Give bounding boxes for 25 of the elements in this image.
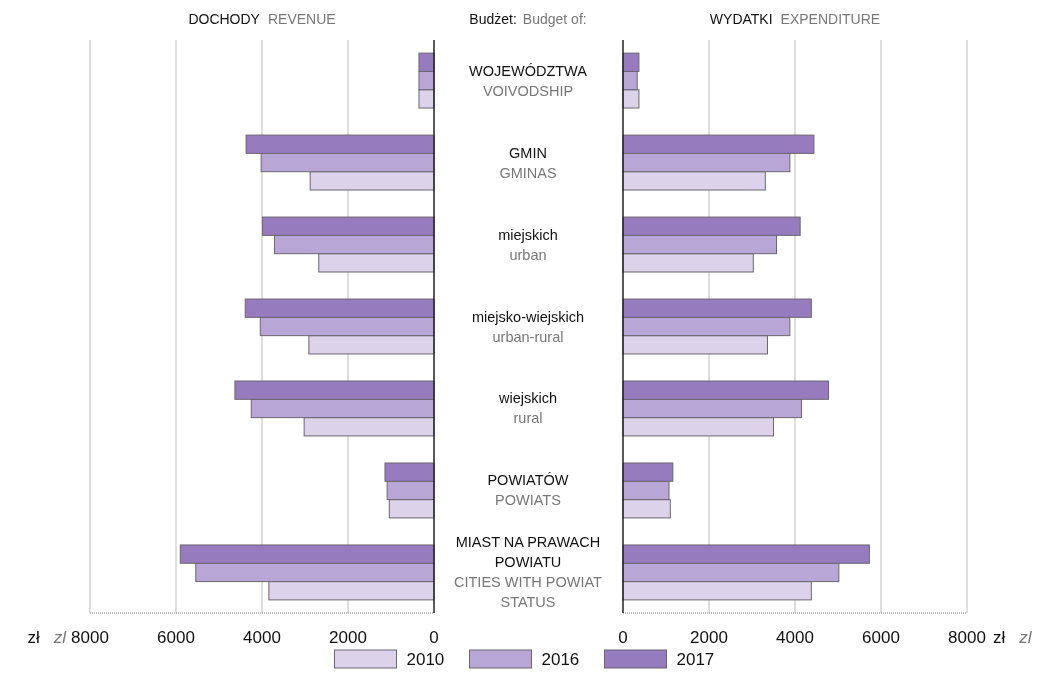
x-tick-label: 2000: [690, 628, 728, 647]
legend-label: 2016: [541, 650, 580, 669]
x-tick-label: 0: [429, 628, 439, 647]
x-tick-label: 0: [618, 628, 628, 647]
y-tick-label: miejsko-wiejskich urban-rural: [472, 308, 584, 345]
chart-title: WYDATKI EXPENDITURE: [709, 11, 881, 27]
x-axis-title: zł zl: [993, 628, 1033, 647]
x-tick-label: 2000: [329, 628, 367, 647]
legend-label: 2017: [676, 650, 715, 669]
y-tick-label: GMIN GMINAS: [499, 144, 557, 181]
text: Budżet: Budget of:: [469, 11, 587, 27]
x-tick-label: 8000: [948, 628, 986, 647]
y-tick-label: wiejskich rural: [497, 390, 558, 427]
x-tick-label: 6000: [862, 628, 900, 647]
y-tick-label: POWIATÓW POWIATS: [487, 472, 569, 509]
x-axis-title: zł zl: [27, 628, 68, 647]
x-tick-label: 8000: [71, 628, 109, 647]
x-tick-label: 4000: [243, 628, 281, 647]
y-tick-label: WOJEWÓDZTWA VOIVODSHIP: [469, 62, 588, 99]
legend-label: 2010: [406, 650, 445, 669]
x-tick-label: 6000: [157, 628, 195, 647]
x-tick-label: 4000: [776, 628, 814, 647]
chart-title: DOCHODY REVENUE: [188, 11, 336, 27]
y-tick-label: miejskich urban: [498, 226, 558, 263]
y-tick-label: MIAST NA PRAWACH POWIATU CITIES WITH POWIAT STATUS: [454, 534, 603, 611]
